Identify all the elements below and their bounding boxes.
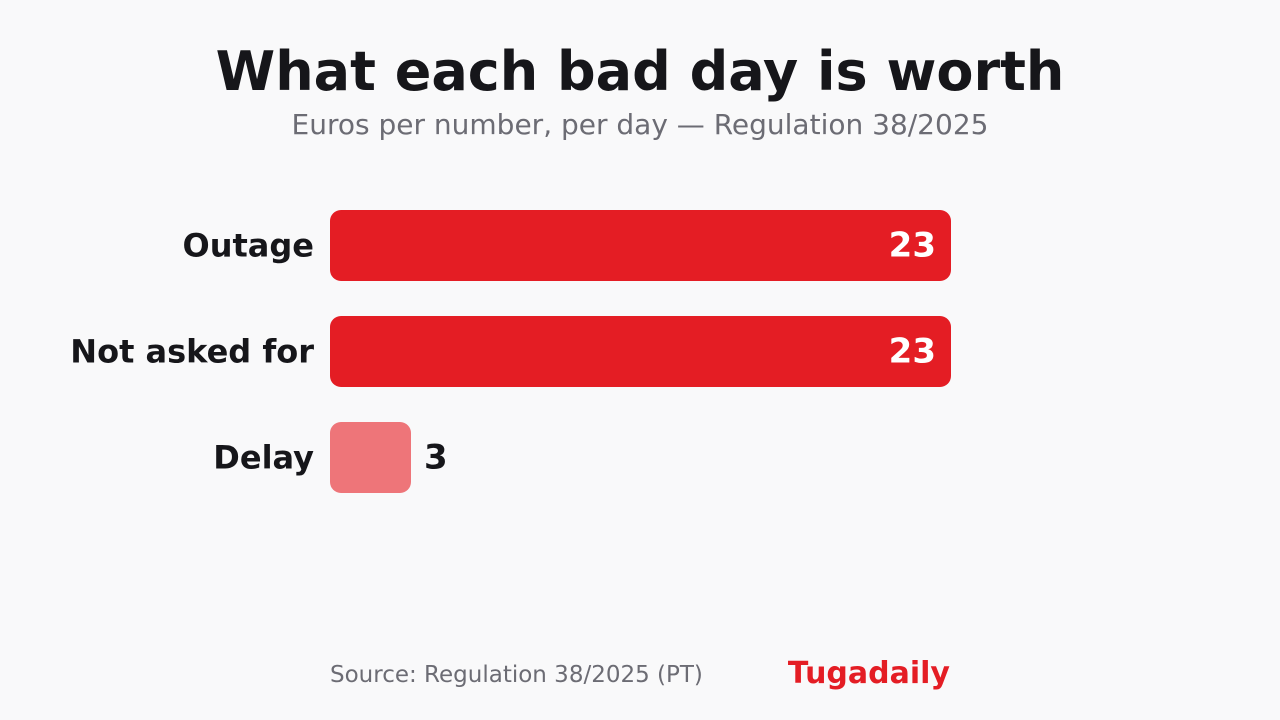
category-label: Delay — [213, 439, 314, 477]
chart-title: What each bad day is worth — [215, 40, 1065, 103]
value-label: 23 — [889, 226, 936, 266]
bar-delay — [330, 422, 411, 493]
value-label: 23 — [889, 332, 936, 372]
source-note: Source: Regulation 38/2025 (PT) — [330, 662, 703, 688]
value-label: 3 — [424, 438, 448, 478]
category-label: Outage — [183, 227, 314, 265]
brand-logo: Tugadaily — [787, 656, 950, 691]
chart-subtitle: Euros per number, per day — Regulation 3… — [291, 108, 989, 141]
bar-outage — [330, 210, 951, 281]
category-label: Not asked for — [70, 333, 314, 371]
bar-not-asked-for — [330, 316, 951, 387]
